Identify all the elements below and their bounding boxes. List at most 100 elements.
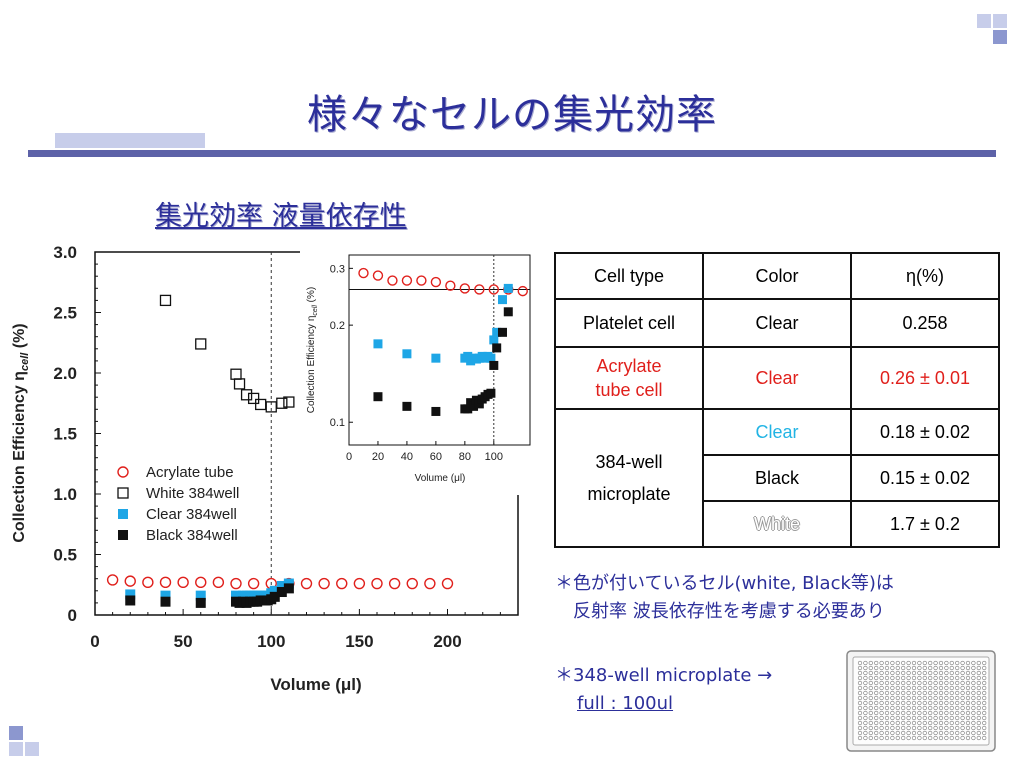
well (949, 715, 954, 721)
well (976, 685, 981, 691)
well (857, 730, 863, 736)
well (895, 725, 900, 731)
data-point (276, 397, 288, 409)
data-point (230, 368, 242, 380)
well (884, 695, 890, 701)
well (965, 720, 971, 726)
well (955, 725, 960, 731)
well (949, 690, 954, 696)
well (976, 720, 981, 726)
well (922, 675, 927, 681)
data-point (247, 392, 260, 405)
data-point (283, 396, 295, 408)
well (955, 735, 960, 741)
well (868, 665, 873, 671)
well (868, 720, 873, 726)
well (901, 670, 906, 676)
well (884, 675, 890, 681)
well (976, 695, 981, 701)
well (933, 725, 938, 731)
inset-y-axis-label-unit: (%) (306, 287, 317, 305)
well (890, 660, 895, 666)
well (874, 695, 879, 701)
well (976, 700, 981, 706)
data-point (283, 583, 294, 594)
well (955, 695, 960, 701)
well (938, 690, 944, 696)
inset-data-point (431, 353, 441, 363)
well (890, 685, 895, 691)
well (884, 685, 890, 691)
data-point (177, 576, 189, 589)
data-point (371, 577, 383, 590)
note-microplate-link[interactable]: full : 100ul (577, 693, 674, 714)
header-eta: η(%) (850, 252, 1000, 300)
inset-data-points (358, 267, 528, 416)
well (906, 715, 911, 721)
inset-data-point (402, 401, 412, 411)
well (928, 685, 933, 691)
well (938, 675, 944, 681)
y-tick-label: 0 (68, 606, 77, 625)
well (874, 665, 879, 671)
well (895, 660, 900, 666)
well (971, 695, 976, 701)
acrylate-line-2: tube cell (595, 380, 663, 400)
data-point (269, 585, 280, 596)
well (906, 670, 911, 676)
inset-plot-frame (348, 254, 531, 446)
well (895, 665, 900, 671)
well (971, 660, 976, 666)
well (933, 690, 938, 696)
well (949, 725, 954, 731)
inset-x-tick-label: 0 (346, 451, 352, 463)
well (922, 665, 927, 671)
well (955, 685, 960, 691)
data-point (388, 577, 401, 590)
well (884, 735, 890, 741)
inset-y-axis-label-main: Collection Efficiency η (306, 316, 317, 414)
well (906, 725, 911, 731)
inset-data-point (459, 283, 471, 294)
well (917, 685, 922, 691)
y-tick-label: 1.0 (53, 485, 77, 504)
well (890, 725, 895, 731)
well (857, 670, 863, 676)
well (949, 700, 954, 706)
data-point (195, 338, 207, 350)
well (944, 690, 949, 696)
well (890, 715, 895, 721)
well (879, 725, 884, 731)
well (955, 730, 960, 736)
well (976, 710, 981, 716)
inset-data-point (469, 401, 479, 411)
well (868, 725, 873, 731)
well (944, 715, 949, 721)
well (863, 715, 868, 721)
data-point (233, 378, 246, 390)
x-tick-label: 0 (90, 632, 99, 651)
well (863, 720, 868, 726)
well (901, 715, 906, 721)
well (901, 705, 906, 711)
well (965, 710, 971, 716)
well (895, 715, 900, 721)
well (917, 665, 922, 671)
well (863, 725, 868, 731)
well (955, 680, 960, 686)
well (949, 730, 954, 736)
well (890, 710, 895, 716)
well (965, 670, 971, 676)
plate-line-1: 384-well (595, 452, 663, 472)
data-point (240, 389, 253, 401)
legend-marker (117, 487, 129, 499)
well (960, 695, 965, 701)
well (911, 705, 917, 711)
well (857, 700, 863, 706)
well (879, 705, 884, 711)
legend-marker (118, 530, 128, 540)
table-row: Platelet cell Clear 0.258 (554, 298, 1000, 348)
well (965, 725, 971, 731)
well (895, 670, 900, 676)
data-point (336, 577, 348, 590)
